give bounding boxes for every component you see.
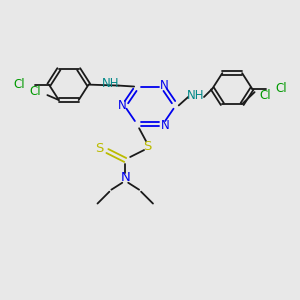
Text: Cl: Cl bbox=[14, 78, 25, 91]
Text: S: S bbox=[95, 142, 104, 154]
Text: S: S bbox=[143, 140, 151, 153]
Text: Cl: Cl bbox=[260, 88, 271, 102]
Text: N: N bbox=[160, 119, 169, 132]
Text: N: N bbox=[160, 79, 168, 92]
Text: Cl: Cl bbox=[30, 85, 41, 98]
Text: NH: NH bbox=[187, 88, 205, 101]
Text: N: N bbox=[120, 171, 130, 184]
Text: N: N bbox=[118, 99, 127, 112]
Text: Cl: Cl bbox=[276, 82, 287, 95]
Text: NH: NH bbox=[102, 77, 120, 90]
